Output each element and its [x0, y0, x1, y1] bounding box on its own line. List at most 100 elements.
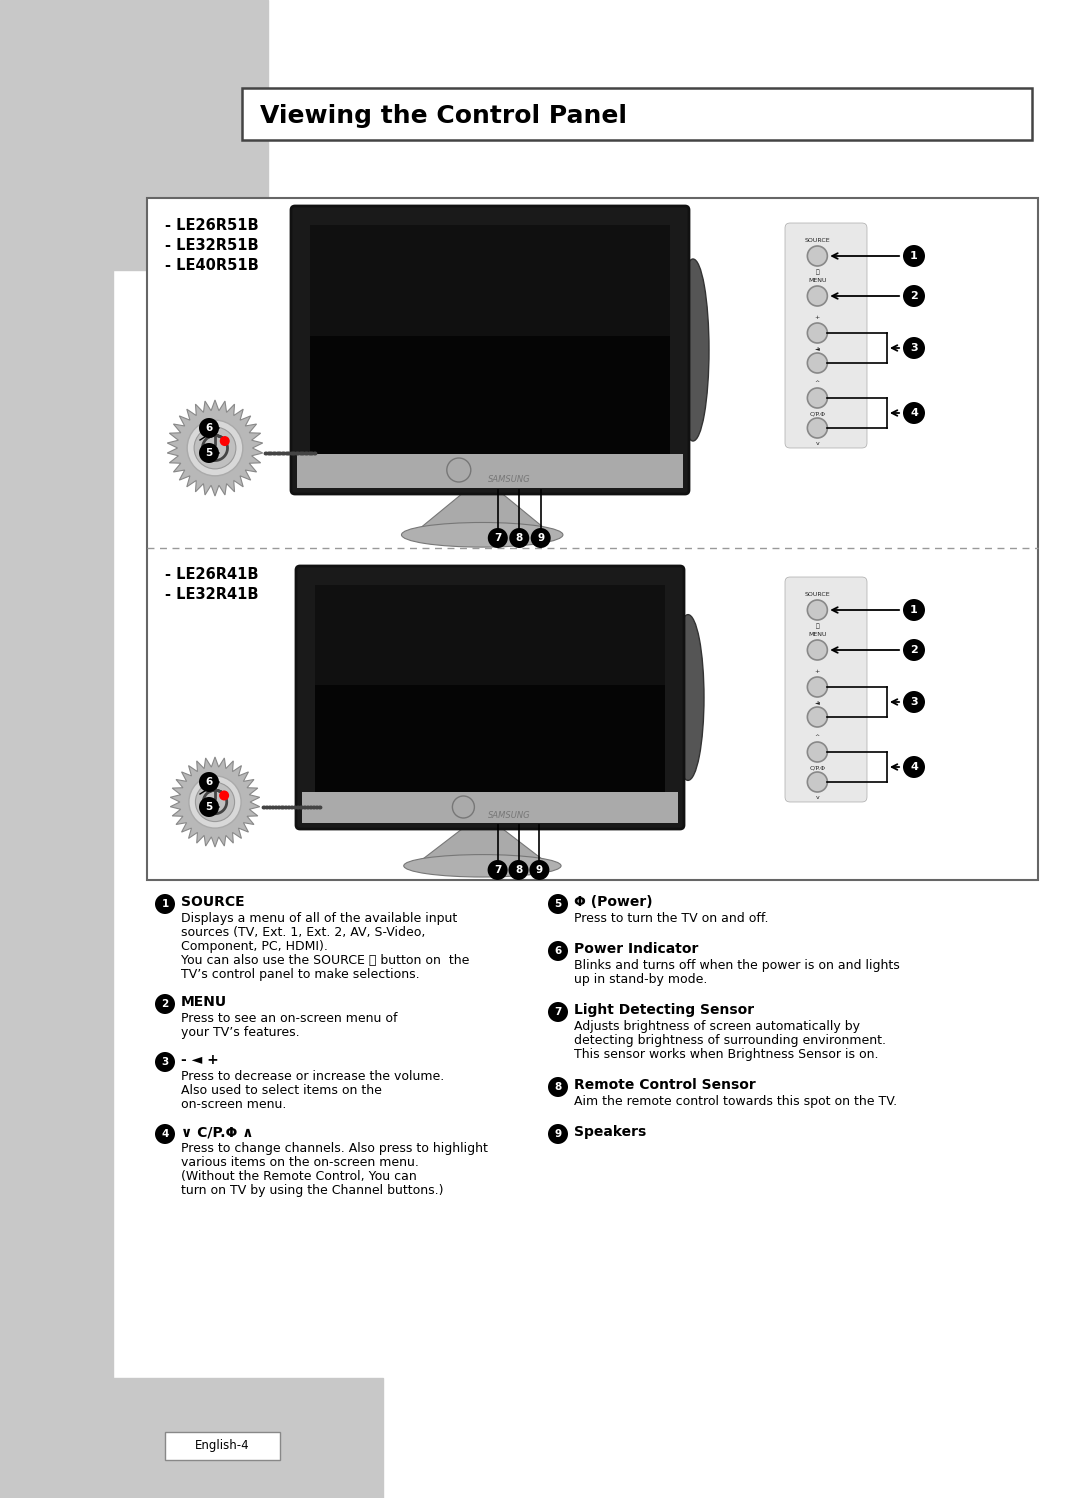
Point	[301, 795, 319, 819]
Circle shape	[453, 795, 474, 818]
Circle shape	[194, 427, 235, 469]
Text: Light Detecting Sensor: Light Detecting Sensor	[573, 1004, 754, 1017]
Text: SOURCE: SOURCE	[181, 894, 245, 909]
Text: SAMSUNG: SAMSUNG	[488, 475, 530, 484]
Point	[273, 795, 291, 819]
Text: various items on the on-screen menu.: various items on the on-screen menu.	[181, 1156, 419, 1168]
Text: 5: 5	[205, 448, 213, 458]
Circle shape	[808, 286, 827, 306]
Circle shape	[199, 771, 219, 792]
Point	[309, 795, 326, 819]
Point	[272, 795, 289, 819]
Point	[283, 440, 300, 464]
Point	[288, 440, 306, 464]
Text: 5: 5	[554, 899, 562, 909]
Point	[279, 440, 296, 464]
Text: Adjusts brightness of screen automatically by: Adjusts brightness of screen automatical…	[573, 1020, 860, 1034]
Point	[260, 440, 278, 464]
Text: Φ (Power): Φ (Power)	[573, 894, 652, 909]
Text: Press to decrease or increase the volume.: Press to decrease or increase the volume…	[181, 1070, 444, 1083]
Text: 2: 2	[910, 646, 918, 655]
Point	[284, 440, 301, 464]
Text: - ◄ +: - ◄ +	[181, 1053, 219, 1067]
Circle shape	[808, 771, 827, 792]
Circle shape	[199, 443, 219, 463]
Point	[298, 795, 315, 819]
Bar	[297, 454, 683, 488]
Circle shape	[903, 640, 924, 661]
Circle shape	[808, 601, 827, 620]
Text: 7: 7	[494, 864, 501, 875]
Point	[264, 440, 281, 464]
Text: ◄: ◄	[815, 700, 820, 706]
Text: 3: 3	[161, 1058, 168, 1067]
Text: Remote Control Sensor: Remote Control Sensor	[573, 1079, 756, 1092]
Circle shape	[548, 941, 568, 962]
Point	[291, 440, 308, 464]
Point	[299, 795, 316, 819]
Bar	[302, 792, 678, 822]
Point	[276, 795, 294, 819]
Point	[299, 440, 316, 464]
Point	[282, 440, 299, 464]
Text: Power Indicator: Power Indicator	[573, 942, 699, 956]
Circle shape	[903, 337, 924, 360]
Polygon shape	[171, 756, 260, 846]
Circle shape	[447, 458, 471, 482]
Circle shape	[548, 894, 568, 914]
Point	[303, 440, 321, 464]
Circle shape	[808, 742, 827, 762]
FancyBboxPatch shape	[291, 207, 689, 494]
Text: 1: 1	[910, 605, 918, 616]
Point	[268, 440, 285, 464]
Point	[295, 440, 312, 464]
Point	[274, 795, 292, 819]
Ellipse shape	[404, 854, 562, 876]
Text: 1: 1	[910, 252, 918, 261]
Text: 3: 3	[910, 343, 918, 354]
Text: v: v	[815, 795, 820, 800]
Point	[300, 440, 318, 464]
Circle shape	[195, 782, 234, 821]
Text: MENU: MENU	[181, 995, 227, 1010]
Bar	[315, 586, 665, 810]
Circle shape	[156, 1052, 175, 1073]
Text: 8: 8	[515, 864, 522, 875]
Point	[261, 440, 279, 464]
Point	[293, 795, 310, 819]
Point	[264, 795, 281, 819]
Circle shape	[903, 401, 924, 424]
Point	[305, 440, 322, 464]
Point	[282, 795, 299, 819]
Bar	[315, 586, 665, 685]
Point	[293, 440, 310, 464]
Text: Press to change channels. Also press to highlight: Press to change channels. Also press to …	[181, 1141, 488, 1155]
Circle shape	[903, 599, 924, 622]
Bar	[165, 1432, 280, 1461]
Text: on-screen menu.: on-screen menu.	[181, 1098, 286, 1112]
Point	[310, 795, 327, 819]
Text: 2: 2	[910, 291, 918, 301]
Point	[258, 440, 275, 464]
Point	[278, 795, 295, 819]
Circle shape	[189, 776, 241, 828]
Circle shape	[219, 436, 230, 446]
Circle shape	[808, 388, 827, 407]
Point	[291, 795, 308, 819]
Text: -: -	[816, 345, 819, 351]
Text: Viewing the Control Panel: Viewing the Control Panel	[260, 103, 627, 127]
Text: 8: 8	[554, 1082, 562, 1092]
Text: 9: 9	[536, 864, 543, 875]
Text: English-4: English-4	[195, 1440, 249, 1453]
Text: ^: ^	[814, 734, 820, 739]
Circle shape	[808, 324, 827, 343]
Ellipse shape	[402, 523, 563, 547]
Point	[255, 795, 272, 819]
Point	[259, 795, 276, 819]
Bar	[113, 1378, 383, 1498]
Text: sources (TV, Ext. 1, Ext. 2, AV, S-Video,: sources (TV, Ext. 1, Ext. 2, AV, S-Video…	[181, 926, 426, 939]
FancyBboxPatch shape	[785, 577, 867, 801]
Text: ∨ C/P.Φ ∧: ∨ C/P.Φ ∧	[181, 1125, 254, 1138]
Text: +: +	[814, 670, 820, 674]
Polygon shape	[167, 400, 262, 496]
